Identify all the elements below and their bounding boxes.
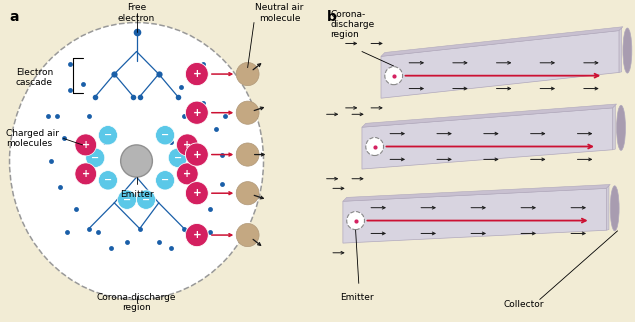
Text: a: a bbox=[10, 10, 19, 24]
Text: +: + bbox=[184, 140, 191, 150]
Text: Charged air
molecules: Charged air molecules bbox=[6, 129, 59, 148]
Polygon shape bbox=[343, 185, 610, 201]
Circle shape bbox=[236, 143, 259, 166]
Circle shape bbox=[86, 148, 105, 167]
Ellipse shape bbox=[10, 23, 264, 299]
Text: Emitter: Emitter bbox=[340, 293, 373, 302]
Circle shape bbox=[185, 62, 208, 86]
Polygon shape bbox=[381, 27, 623, 56]
Circle shape bbox=[98, 126, 117, 145]
Polygon shape bbox=[613, 105, 615, 150]
Circle shape bbox=[137, 190, 156, 209]
Ellipse shape bbox=[623, 28, 632, 73]
Text: Free
electron: Free electron bbox=[118, 3, 155, 23]
Text: −: − bbox=[142, 194, 150, 205]
Text: +: + bbox=[184, 169, 191, 179]
Circle shape bbox=[236, 62, 259, 86]
Circle shape bbox=[75, 134, 97, 156]
Circle shape bbox=[236, 101, 259, 124]
Text: Corona-discharge
region: Corona-discharge region bbox=[97, 293, 177, 312]
Circle shape bbox=[236, 182, 259, 205]
Ellipse shape bbox=[610, 186, 619, 231]
Text: −: − bbox=[91, 153, 99, 163]
Text: +: + bbox=[192, 188, 201, 198]
Circle shape bbox=[121, 145, 152, 177]
Circle shape bbox=[366, 137, 384, 156]
Text: −: − bbox=[104, 130, 112, 140]
Text: +: + bbox=[82, 169, 90, 179]
Text: +: + bbox=[192, 149, 201, 160]
Text: Corona-
discharge
region: Corona- discharge region bbox=[330, 10, 375, 40]
Text: −: − bbox=[161, 175, 169, 185]
Text: −: − bbox=[174, 153, 182, 163]
Circle shape bbox=[156, 171, 175, 190]
Polygon shape bbox=[362, 104, 617, 127]
Circle shape bbox=[185, 143, 208, 166]
Polygon shape bbox=[381, 31, 619, 98]
Text: +: + bbox=[192, 108, 201, 118]
Circle shape bbox=[347, 212, 364, 230]
Text: Electron
cascade: Electron cascade bbox=[16, 68, 53, 87]
Text: −: − bbox=[104, 175, 112, 185]
Text: +: + bbox=[192, 230, 201, 240]
Circle shape bbox=[168, 148, 187, 167]
Polygon shape bbox=[606, 186, 609, 230]
Circle shape bbox=[185, 182, 208, 205]
Circle shape bbox=[236, 223, 259, 247]
Text: Neutral air
molecule: Neutral air molecule bbox=[255, 3, 304, 23]
Circle shape bbox=[177, 134, 198, 156]
Circle shape bbox=[75, 163, 97, 185]
Text: Emitter: Emitter bbox=[120, 190, 153, 199]
Text: −: − bbox=[161, 130, 169, 140]
Circle shape bbox=[185, 101, 208, 124]
Circle shape bbox=[177, 163, 198, 185]
Circle shape bbox=[385, 67, 403, 85]
Circle shape bbox=[117, 190, 137, 209]
Circle shape bbox=[185, 223, 208, 247]
Polygon shape bbox=[362, 108, 613, 169]
Text: b: b bbox=[327, 10, 337, 24]
Polygon shape bbox=[619, 28, 622, 72]
Text: +: + bbox=[82, 140, 90, 150]
Polygon shape bbox=[343, 188, 606, 243]
Circle shape bbox=[98, 171, 117, 190]
Text: −: − bbox=[123, 194, 131, 205]
Text: Collector: Collector bbox=[504, 300, 544, 309]
Text: +: + bbox=[192, 69, 201, 79]
Ellipse shape bbox=[617, 105, 625, 150]
Circle shape bbox=[156, 126, 175, 145]
